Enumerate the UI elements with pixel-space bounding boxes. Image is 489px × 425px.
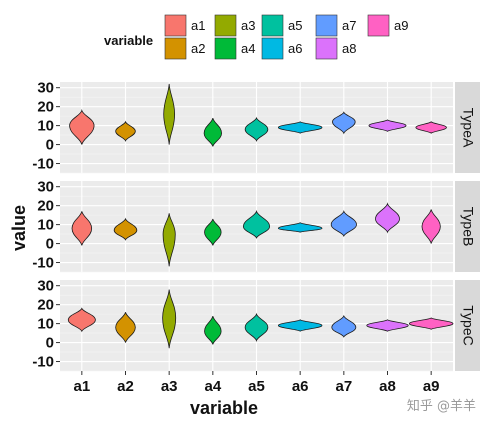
legend-key-a9 (367, 14, 390, 37)
legend-key-a7 (315, 14, 338, 37)
y-tick-label: 10 (37, 217, 54, 234)
violin-TypeB-a6 (277, 222, 323, 233)
y-tick-label: 20 (37, 198, 54, 215)
violin-TypeA-a8 (368, 119, 407, 132)
violin-TypeA-a1 (69, 108, 95, 145)
legend: variable a1 a2 a3 a4 a5 a6 a7 a8 a9 (104, 14, 408, 60)
facet-label-TypeC: TypeC (461, 305, 477, 345)
legend-label-a2: a2 (191, 41, 205, 56)
y-tick-label: 0 (46, 137, 54, 154)
legend-key-a8 (315, 37, 338, 60)
legend-key-a4 (214, 37, 237, 60)
x-tick-label-a7: a7 (335, 378, 352, 395)
x-tick-label-a6: a6 (292, 378, 309, 395)
violin-TypeA-a7 (332, 111, 356, 135)
legend-label-a9: a9 (394, 18, 408, 33)
y-tick-label: 0 (46, 335, 54, 352)
x-axis: a1 a2 a3 a4 a5 a6 a7 a8 a9 (73, 371, 440, 395)
facet-label-TypeB: TypeB (461, 207, 477, 247)
y-tick-label: -10 (32, 255, 54, 272)
y-tick-label: -10 (32, 156, 54, 173)
y-tick-label: 20 (37, 297, 54, 314)
facet-strip (455, 280, 480, 371)
facet-panels: -10 0 10 20 30 TypeA -10 0 10 20 30 TypeB -10 0 10 20 30… (32, 80, 480, 372)
y-tick-label: 30 (37, 179, 54, 196)
violin-TypeC-a4 (204, 315, 222, 345)
violin-TypeB-a7 (330, 210, 357, 238)
violin-TypeB-a8 (375, 202, 400, 234)
violin-TypeB-a4 (204, 218, 222, 246)
facet-label-TypeA: TypeA (461, 108, 477, 148)
x-tick-label-a5: a5 (248, 378, 265, 395)
y-tick-label: 10 (37, 118, 54, 135)
y-tick-label: 30 (37, 80, 54, 97)
violin-TypeC-a1 (67, 307, 96, 333)
violin-TypeA-a9 (415, 121, 447, 134)
violin-TypeB-a9 (421, 209, 441, 244)
violin-TypeC-a9 (408, 317, 454, 330)
y-tick-label: 20 (37, 99, 54, 116)
legend-label-a6: a6 (288, 41, 302, 56)
violin-TypeA-a4 (203, 117, 222, 147)
y-tick-label: -10 (32, 354, 54, 371)
x-tick-label-a1: a1 (73, 378, 90, 395)
violin-TypeB-a3 (162, 213, 176, 267)
x-tick-label-a4: a4 (204, 378, 221, 395)
legend-label-a8: a8 (342, 41, 356, 56)
legend-key-a6 (261, 37, 284, 60)
legend-title: variable (104, 33, 153, 48)
y-tick-label: 10 (37, 316, 54, 333)
y-tick-label: 30 (37, 278, 54, 295)
violin-TypeA-a6 (277, 121, 323, 134)
facet-strip (455, 181, 480, 272)
violin-TypeC-a6 (277, 319, 323, 332)
x-tick-label-a3: a3 (161, 378, 178, 395)
violin-TypeC-a5 (244, 312, 269, 343)
violin-TypeB-a2 (113, 217, 138, 241)
violin-TypeC-a7 (331, 314, 357, 338)
x-tick-label-a9: a9 (423, 378, 440, 395)
panel-TypeC: -10 0 10 20 30 TypeC (32, 278, 480, 372)
legend-key-a5 (261, 14, 284, 37)
legend-label-a5: a5 (288, 18, 302, 33)
violin-TypeA-a5 (244, 116, 269, 142)
violin-TypeC-a3 (162, 289, 177, 349)
legend-label-a3: a3 (241, 18, 255, 33)
legend-key-a1 (164, 14, 187, 37)
violin-TypeC-a2 (115, 312, 136, 343)
violin-TypeC-a8 (366, 319, 409, 332)
legend-key-a2 (164, 37, 187, 60)
violin-TypeA-a3 (163, 83, 176, 145)
facet-strip (455, 82, 480, 173)
y-axis-title: value (9, 205, 29, 251)
legend-label-a7: a7 (342, 18, 356, 33)
watermark: 知乎 @羊羊 (407, 398, 476, 414)
violin-TypeA-a2 (115, 120, 136, 142)
legend-label-a1: a1 (191, 18, 205, 33)
y-tick-label: 0 (46, 236, 54, 253)
legend-label-a4: a4 (241, 41, 255, 56)
panel-TypeA: -10 0 10 20 30 TypeA (32, 80, 480, 174)
violin-TypeB-a1 (71, 211, 93, 246)
panel-TypeB: -10 0 10 20 30 TypeB (32, 179, 480, 273)
x-axis-title: variable (190, 398, 258, 418)
x-tick-label-a8: a8 (379, 378, 396, 395)
x-tick-label-a2: a2 (117, 378, 134, 395)
violin-TypeB-a5 (242, 209, 271, 239)
legend-key-a3 (214, 14, 237, 37)
